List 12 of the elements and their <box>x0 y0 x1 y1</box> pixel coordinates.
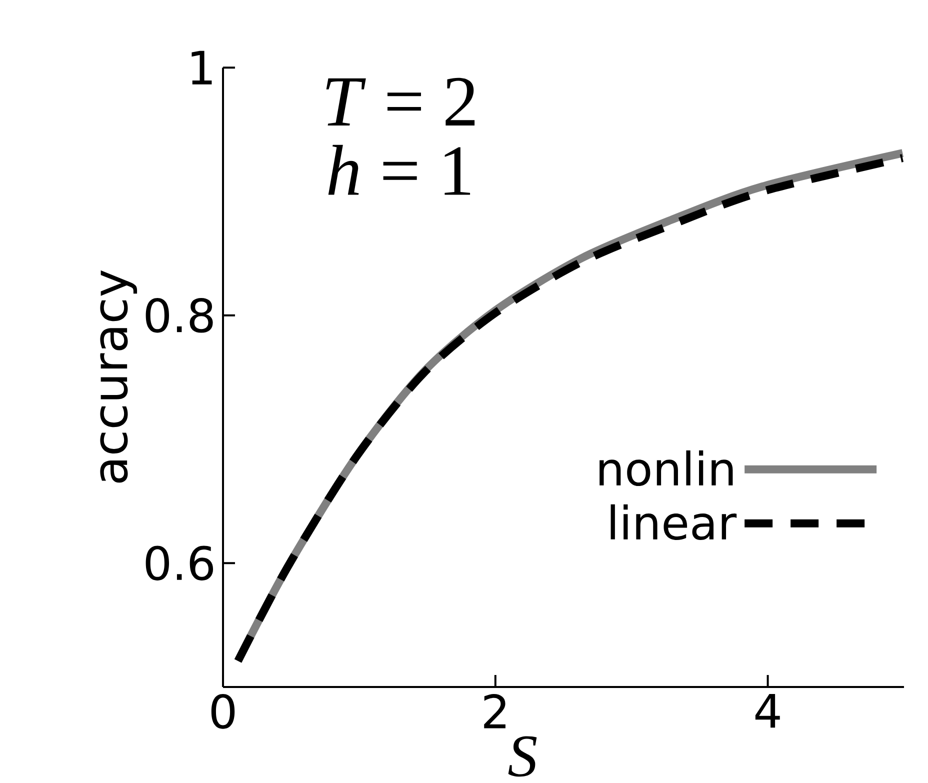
x-tick-label: 2 <box>484 694 506 728</box>
y-tick-label: 0.8 <box>146 298 213 333</box>
y-axis-title: accuracy <box>100 270 138 483</box>
legend-label: nonlin <box>600 450 733 486</box>
y-tick-label: 0.6 <box>146 546 214 581</box>
x-tick-label: 4 <box>755 694 780 728</box>
x-tick-label: 0 <box>211 694 235 729</box>
legend-label: linear <box>610 504 737 540</box>
x-axis-title: S <box>508 736 537 777</box>
annotation: T = 2 <box>326 78 475 126</box>
y-tick-label: 1 <box>192 50 212 84</box>
annotation: h = 1 <box>328 144 470 195</box>
